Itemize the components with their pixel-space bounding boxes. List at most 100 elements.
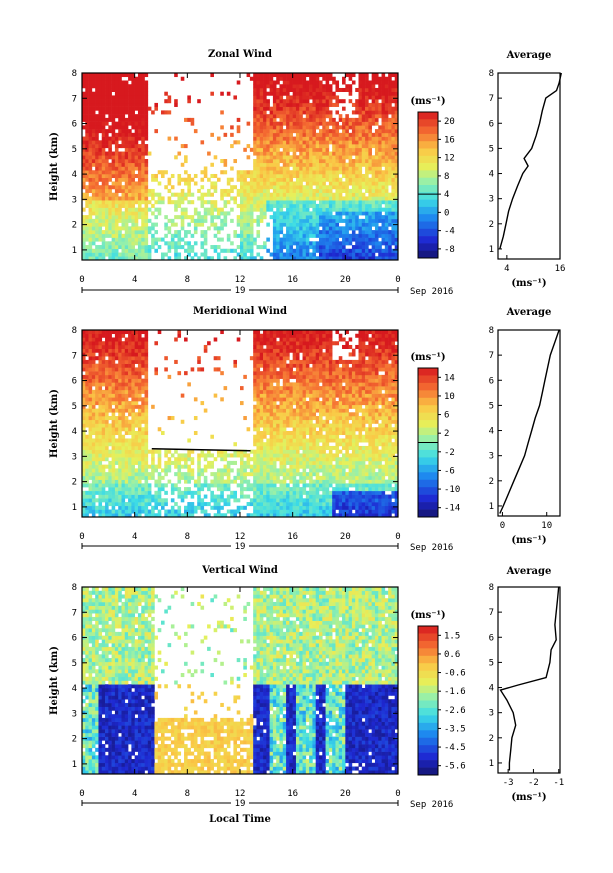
heatmap-cell	[223, 453, 228, 458]
heatmap-cell	[98, 233, 103, 238]
heatmap-cell	[240, 230, 244, 235]
heatmap-cell	[236, 80, 241, 85]
heatmap-cell	[378, 162, 382, 167]
heatmap-cell	[101, 162, 106, 167]
heatmap-cell	[128, 344, 132, 349]
heatmap-cell	[272, 248, 277, 253]
heatmap-cell	[101, 248, 106, 253]
heatmap-cell	[269, 136, 274, 141]
heatmap-cell	[263, 125, 267, 130]
heatmap-cell	[299, 200, 303, 205]
heatmap-cell	[282, 110, 287, 115]
heatmap-cell	[348, 226, 353, 231]
heatmap-cell	[335, 80, 340, 85]
heatmap-cell	[365, 248, 369, 253]
heatmap-cell	[355, 222, 359, 227]
heatmap-cell	[210, 460, 214, 465]
heatmap-cell	[355, 117, 359, 122]
heatmap-cell	[131, 430, 135, 436]
heatmap-cell	[167, 230, 172, 235]
heatmap-cell	[345, 218, 349, 223]
heatmap-cell	[381, 248, 386, 253]
heatmap-cell	[85, 449, 89, 454]
heatmap-cell	[358, 121, 363, 126]
heatmap-cell	[236, 117, 241, 122]
heatmap-cell	[210, 173, 214, 179]
heatmap-cell	[256, 140, 261, 145]
heatmap-cell	[292, 203, 297, 208]
heatmap-cell	[124, 427, 129, 432]
heatmap-cell	[111, 162, 116, 167]
heatmap-cell	[381, 181, 386, 186]
heatmap-cell	[108, 166, 112, 171]
heatmap-cell	[319, 99, 323, 104]
heatmap-cell	[365, 230, 369, 235]
heatmap-cell	[319, 230, 323, 235]
heatmap-cell	[141, 502, 145, 507]
heatmap-cell	[144, 333, 149, 338]
heatmap-cell	[180, 200, 185, 205]
heatmap-cell	[88, 371, 93, 376]
heatmap-cell	[151, 222, 155, 227]
heatmap-cell	[292, 226, 297, 231]
heatmap-cell	[253, 371, 257, 376]
heatmap-cell	[348, 207, 353, 212]
heatmap-cell	[230, 144, 234, 149]
heatmap-cell	[203, 207, 208, 212]
heatmap-cell	[295, 230, 300, 235]
heatmap-cell	[358, 181, 363, 186]
heatmap-cell	[286, 248, 290, 253]
heatmap-cell	[249, 211, 254, 216]
heatmap-cell	[111, 460, 116, 465]
heatmap-cell	[378, 151, 382, 156]
heatmap-cell	[111, 505, 116, 510]
heatmap-cell	[302, 173, 307, 179]
heatmap-cell	[259, 166, 264, 171]
heatmap-cell	[253, 427, 257, 432]
heatmap-cell	[137, 490, 142, 495]
heatmap-cell	[157, 483, 162, 488]
heatmap-cell	[167, 218, 172, 223]
heatmap-cell	[197, 359, 201, 364]
heatmap-cell	[180, 188, 185, 193]
heatmap-cell	[309, 185, 313, 190]
heatmap-cell	[312, 222, 317, 227]
heatmap-cell	[259, 344, 264, 349]
heatmap-cell	[98, 226, 103, 231]
heatmap-cell	[121, 359, 126, 364]
heatmap-cell	[105, 453, 109, 458]
heatmap-cell	[137, 211, 142, 216]
heatmap-cell	[144, 468, 149, 473]
heatmap-cell	[394, 140, 399, 145]
heatmap-cell	[388, 162, 392, 167]
heatmap-cell	[105, 438, 109, 443]
heatmap-cell	[351, 256, 356, 261]
heatmap-cell	[167, 177, 172, 182]
heatmap-cell	[322, 110, 326, 115]
heatmap-cell	[292, 84, 297, 89]
heatmap-cell	[128, 367, 132, 372]
heatmap-cell	[381, 188, 386, 193]
heatmap-cell	[289, 203, 293, 208]
heatmap-cell	[249, 196, 254, 201]
heatmap-cell	[114, 84, 119, 89]
heatmap-cell	[111, 453, 116, 458]
heatmap-cell	[141, 475, 145, 480]
heatmap-cell	[282, 106, 287, 111]
heatmap-cell	[124, 166, 129, 171]
heatmap-cell	[312, 211, 317, 216]
heatmap-cell	[286, 117, 290, 122]
heatmap-cell	[128, 192, 132, 197]
heatmap-cell	[114, 99, 119, 104]
heatmap-cell	[345, 87, 349, 92]
heatmap-cell	[91, 256, 96, 261]
heatmap-cell	[141, 84, 145, 89]
heatmap-cell	[95, 475, 99, 480]
heatmap-cell	[253, 453, 257, 458]
heatmap-cell	[180, 218, 185, 223]
heatmap-cell	[128, 468, 132, 473]
heatmap-cell	[111, 494, 116, 499]
heatmap-cell	[118, 237, 122, 242]
heatmap-cell	[295, 159, 300, 164]
heatmap-cell	[279, 237, 284, 242]
